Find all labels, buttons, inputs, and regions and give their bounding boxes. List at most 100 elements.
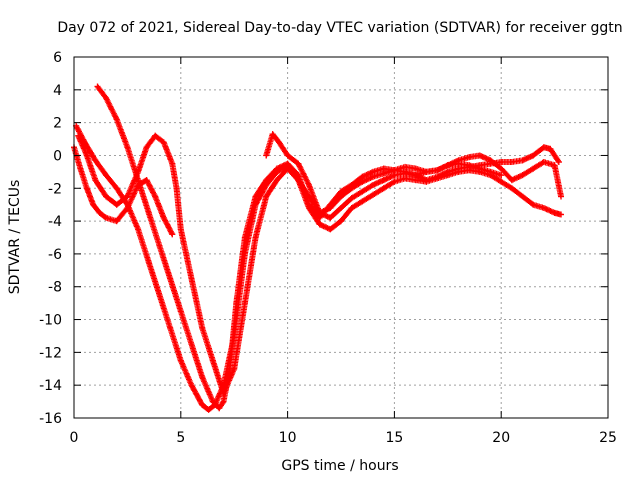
data-point: [152, 193, 159, 200]
data-point: [391, 178, 398, 185]
y-tick-label: -6: [48, 247, 62, 263]
data-point: [540, 144, 547, 151]
data-point: [551, 209, 558, 216]
y-tick-label: 6: [53, 50, 62, 66]
data-point: [327, 226, 334, 233]
data-point: [295, 177, 302, 184]
y-tick-label: -10: [39, 313, 62, 329]
data-point: [113, 201, 120, 208]
data-point: [96, 209, 103, 216]
data-point: [498, 172, 505, 179]
x-tick-label: 20: [492, 430, 510, 446]
data-point: [199, 401, 206, 408]
data-point: [519, 172, 526, 179]
data-point: [359, 178, 366, 185]
data-point: [269, 131, 276, 138]
data-point: [316, 221, 323, 228]
data-point: [338, 204, 344, 211]
data-point: [348, 204, 355, 211]
data-point: [444, 162, 451, 169]
data-point: [177, 308, 184, 315]
data-point: [555, 159, 562, 166]
x-tick-label: 25: [599, 430, 617, 446]
data-point: [338, 218, 344, 225]
data-point: [402, 163, 409, 170]
series-pass-5: [263, 131, 565, 216]
data-point: [156, 242, 163, 249]
data-point: [167, 324, 174, 331]
x-tick-label: 0: [70, 430, 79, 446]
data-point: [370, 181, 377, 188]
data-point: [113, 116, 120, 123]
data-point: [231, 365, 238, 372]
data-point: [305, 181, 312, 188]
data-point: [284, 165, 291, 172]
data-point: [327, 214, 334, 221]
data-point: [263, 152, 270, 159]
data-point: [169, 160, 176, 167]
x-tick-label: 5: [176, 430, 185, 446]
data-point: [540, 204, 547, 211]
data-point: [276, 139, 283, 146]
data-point: [135, 226, 142, 233]
data-point: [487, 172, 494, 179]
data-point: [160, 214, 167, 221]
data-point: [113, 185, 120, 192]
y-tick-label: 4: [53, 83, 62, 99]
data-point: [124, 193, 131, 200]
data-point: [348, 185, 355, 192]
data-point: [540, 159, 547, 166]
data-point: [241, 300, 248, 307]
data-point: [83, 152, 90, 159]
data-point: [199, 373, 206, 380]
data-point: [94, 83, 101, 90]
data-point: [231, 332, 238, 339]
data-point: [558, 211, 565, 218]
data-point: [177, 357, 184, 364]
data-point: [77, 165, 84, 172]
data-point: [143, 177, 150, 184]
data-point: [423, 168, 430, 175]
data-point: [199, 324, 206, 331]
data-point: [444, 168, 451, 175]
data-point: [273, 177, 280, 184]
data-point: [92, 177, 99, 184]
data-point: [167, 275, 174, 282]
data-point: [103, 193, 110, 200]
data-point: [273, 168, 280, 175]
y-tick-label: -4: [48, 214, 62, 230]
data-point: [92, 157, 99, 164]
data-point: [124, 204, 131, 211]
data-point: [173, 185, 180, 192]
data-point: [380, 177, 387, 184]
data-point: [359, 188, 366, 195]
data-point: [135, 181, 142, 188]
data-point: [455, 157, 462, 164]
data-point: [466, 154, 473, 161]
data-point: [558, 193, 565, 200]
data-point: [75, 132, 82, 139]
data-point: [156, 291, 163, 298]
x-axis-label: GPS time / hours: [281, 458, 398, 474]
data-point: [143, 144, 150, 151]
data-point: [466, 163, 473, 170]
data-point: [455, 165, 462, 172]
data-point: [145, 259, 152, 266]
data-point: [519, 193, 526, 200]
y-tick-label: -16: [39, 411, 62, 427]
data-point: [508, 177, 515, 184]
data-point: [402, 170, 409, 177]
data-point: [508, 185, 515, 192]
data-point: [380, 185, 387, 192]
data-point: [498, 159, 505, 166]
grid: [74, 57, 608, 418]
data-point: [498, 165, 505, 172]
y-tick-label: -14: [39, 378, 62, 394]
data-point: [476, 152, 483, 159]
data-point: [370, 191, 377, 198]
data-point: [220, 398, 227, 405]
data-point: [252, 234, 259, 241]
data-point: [124, 144, 131, 151]
data-point: [316, 209, 323, 216]
